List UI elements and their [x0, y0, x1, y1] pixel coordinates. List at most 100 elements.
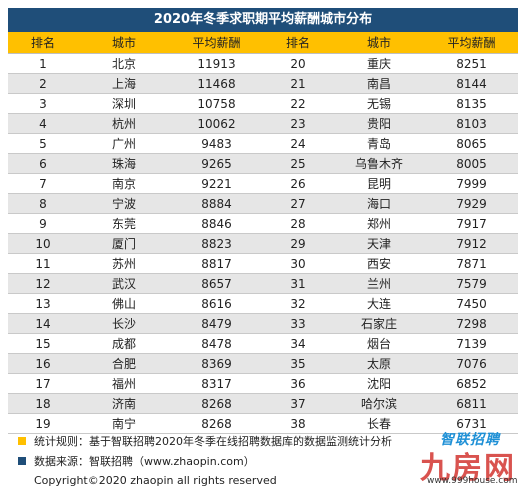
- note-source: 数据来源：智联招聘（www.zhaopin.com）: [18, 451, 392, 471]
- note-rule-text: 统计规则：基于智联招聘2020年冬季在线招聘数据库的数据监测统计分析: [34, 435, 392, 448]
- cell-city-right: 兰州: [333, 273, 425, 294]
- cell-rank-right: 30: [263, 253, 333, 274]
- cell-salary-right: 7450: [425, 293, 518, 314]
- cell-rank-left: 4: [8, 113, 78, 134]
- cell-rank-right: 25: [263, 153, 333, 174]
- cell-city-left: 佛山: [78, 293, 170, 314]
- cell-salary-right: 7139: [425, 333, 518, 354]
- cell-city-left: 苏州: [78, 253, 170, 274]
- salary-table: 排名 城市 平均薪酬 排名 城市 平均薪酬 1 北京 11913 20 重庆 8251 2 上…: [8, 32, 518, 434]
- cell-rank-left: 12: [8, 273, 78, 294]
- cell-rank-left: 5: [8, 133, 78, 154]
- cell-city-right: 长春: [333, 413, 425, 434]
- note-rule: 统计规则：基于智联招聘2020年冬季在线招聘数据库的数据监测统计分析: [18, 431, 392, 451]
- cell-city-left: 杭州: [78, 113, 170, 134]
- header-row: 排名 城市 平均薪酬 排名 城市 平均薪酬: [8, 32, 518, 54]
- cell-rank-right: 37: [263, 393, 333, 414]
- table-row: 6 珠海 9265 25 乌鲁木齐 8005: [8, 153, 518, 174]
- table-row: 19 南宁 8268 38 长春 6731: [8, 413, 518, 434]
- cell-salary-right: 8251: [425, 53, 518, 74]
- cell-salary-right: 8005: [425, 153, 518, 174]
- cell-rank-right: 29: [263, 233, 333, 254]
- cell-city-right: 沈阳: [333, 373, 425, 394]
- table-title: 2020年冬季求职期平均薪酬城市分布: [8, 8, 518, 32]
- notes: 统计规则：基于智联招聘2020年冬季在线招聘数据库的数据监测统计分析 数据来源：…: [18, 431, 392, 471]
- cell-city-left: 北京: [78, 53, 170, 74]
- cell-city-left: 武汉: [78, 273, 170, 294]
- table-row: 1 北京 11913 20 重庆 8251: [8, 53, 518, 74]
- cell-salary-right: 7871: [425, 253, 518, 274]
- cell-salary-left: 11913: [170, 53, 263, 74]
- cell-city-left: 济南: [78, 393, 170, 414]
- salary-table-figure: 2020年冬季求职期平均薪酬城市分布 排名 城市 平均薪酬 排名 城市 平均薪酬…: [8, 8, 518, 434]
- copyright: Copyright©2020 zhaopin all rights reserv…: [34, 474, 277, 487]
- cell-salary-left: 8479: [170, 313, 263, 334]
- cell-salary-left: 8268: [170, 393, 263, 414]
- cell-city-left: 南宁: [78, 413, 170, 434]
- cell-rank-left: 16: [8, 353, 78, 374]
- cell-rank-right: 36: [263, 373, 333, 394]
- cell-rank-right: 31: [263, 273, 333, 294]
- cell-rank-left: 17: [8, 373, 78, 394]
- cell-rank-right: 28: [263, 213, 333, 234]
- table-body: 1 北京 11913 20 重庆 8251 2 上海 11468 21 南昌 8144 3 深圳 10758…: [8, 53, 518, 434]
- cell-rank-right: 32: [263, 293, 333, 314]
- table-row: 5 广州 9483 24 青岛 8065: [8, 133, 518, 154]
- header-city-left: 城市: [78, 32, 170, 54]
- watermark-site-url: www.999house.com: [427, 476, 518, 486]
- cell-city-right: 海口: [333, 193, 425, 214]
- table-row: 8 宁波 8884 27 海口 7929: [8, 193, 518, 214]
- cell-salary-left: 9265: [170, 153, 263, 174]
- cell-salary-left: 8317: [170, 373, 263, 394]
- header-rank-right: 排名: [263, 32, 333, 54]
- cell-salary-left: 8846: [170, 213, 263, 234]
- cell-rank-right: 21: [263, 73, 333, 94]
- table-row: 4 杭州 10062 23 贵阳 8103: [8, 113, 518, 134]
- cell-salary-left: 8657: [170, 273, 263, 294]
- table-row: 17 福州 8317 36 沈阳 6852: [8, 373, 518, 394]
- cell-rank-right: 35: [263, 353, 333, 374]
- cell-city-left: 厦门: [78, 233, 170, 254]
- cell-salary-right: 8103: [425, 113, 518, 134]
- cell-city-left: 东莞: [78, 213, 170, 234]
- cell-salary-left: 8268: [170, 413, 263, 434]
- header-salary-right: 平均薪酬: [425, 32, 518, 54]
- cell-rank-right: 33: [263, 313, 333, 334]
- cell-city-right: 昆明: [333, 173, 425, 194]
- table-row: 16 合肥 8369 35 太原 7076: [8, 353, 518, 374]
- cell-rank-right: 34: [263, 333, 333, 354]
- cell-rank-left: 9: [8, 213, 78, 234]
- header-salary-left: 平均薪酬: [170, 32, 263, 54]
- cell-city-right: 乌鲁木齐: [333, 153, 425, 174]
- cell-city-left: 宁波: [78, 193, 170, 214]
- cell-rank-right: 38: [263, 413, 333, 434]
- table-row: 9 东莞 8846 28 郑州 7917: [8, 213, 518, 234]
- table-row: 15 成都 8478 34 烟台 7139: [8, 333, 518, 354]
- cell-salary-left: 8369: [170, 353, 263, 374]
- note-source-text: 数据来源：智联招聘（www.zhaopin.com）: [34, 455, 255, 468]
- cell-rank-left: 11: [8, 253, 78, 274]
- cell-salary-left: 8823: [170, 233, 263, 254]
- cell-rank-left: 18: [8, 393, 78, 414]
- table-row: 12 武汉 8657 31 兰州 7579: [8, 273, 518, 294]
- cell-rank-right: 20: [263, 53, 333, 74]
- cell-rank-left: 7: [8, 173, 78, 194]
- cell-city-left: 广州: [78, 133, 170, 154]
- blue-square-icon: [18, 457, 26, 465]
- cell-rank-right: 27: [263, 193, 333, 214]
- header-city-right: 城市: [333, 32, 425, 54]
- cell-rank-left: 15: [8, 333, 78, 354]
- cell-rank-left: 2: [8, 73, 78, 94]
- cell-salary-right: 8135: [425, 93, 518, 114]
- cell-salary-left: 9483: [170, 133, 263, 154]
- cell-salary-right: 7929: [425, 193, 518, 214]
- cell-salary-left: 8884: [170, 193, 263, 214]
- cell-city-left: 珠海: [78, 153, 170, 174]
- cell-city-right: 青岛: [333, 133, 425, 154]
- cell-city-right: 重庆: [333, 53, 425, 74]
- cell-rank-left: 19: [8, 413, 78, 434]
- cell-rank-left: 13: [8, 293, 78, 314]
- cell-salary-right: 7999: [425, 173, 518, 194]
- cell-salary-left: 8616: [170, 293, 263, 314]
- cell-city-left: 成都: [78, 333, 170, 354]
